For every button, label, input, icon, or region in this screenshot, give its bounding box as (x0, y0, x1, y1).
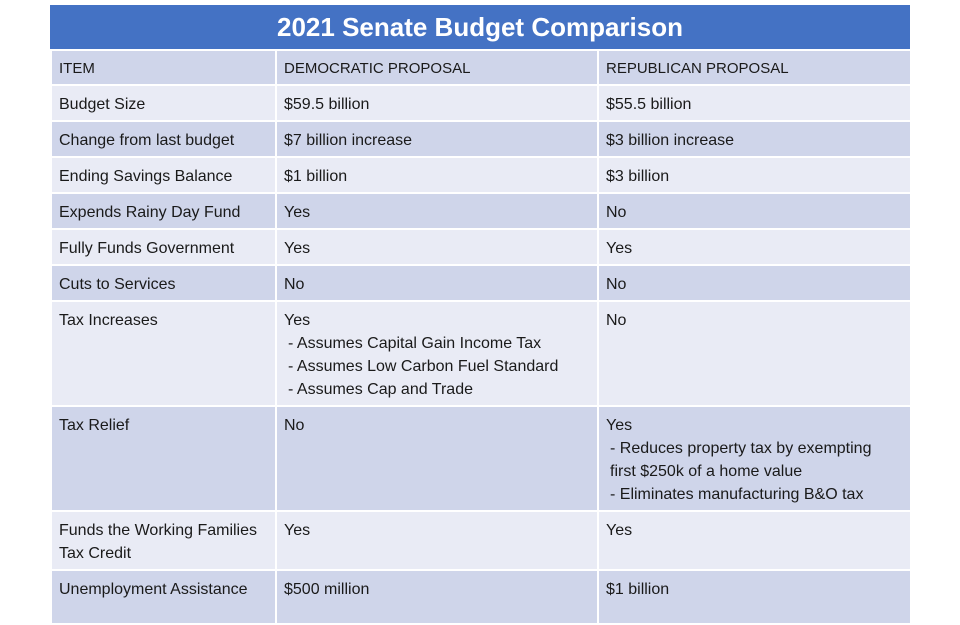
comparison-table-body: ITEM DEMOCRATIC PROPOSAL REPUBLICAN PROP… (50, 49, 912, 625)
table-row: Tax Relief No Yes - Reduces property tax by… (50, 405, 912, 512)
cell-value: Yes (284, 240, 311, 257)
row-item-label: Tax Increases (50, 300, 277, 407)
column-header-republican: REPUBLICAN PROPOSAL (597, 49, 912, 86)
cell-value: Yes (606, 240, 633, 257)
row-item-label: Unemployment Assistance (50, 569, 277, 625)
row-item-label: Fully Funds Government (50, 228, 277, 266)
cell-value: $7 billion increase (284, 132, 413, 149)
republican-proposal-cell: No (597, 300, 912, 407)
cell-value: Yes (284, 204, 311, 221)
budget-comparison-slide: 2021 Senate Budget Comparison ITEM DEMOC… (50, 5, 912, 625)
slide-title: 2021 Senate Budget Comparison (50, 5, 910, 49)
republican-proposal-cell: Yes - Reduces property tax by exempting fi… (597, 405, 912, 512)
cell-value: $500 million (284, 581, 370, 598)
row-item-label: Cuts to Services (50, 264, 277, 302)
republican-proposal-cell: $3 billion (597, 156, 912, 194)
republican-proposal-cell: $55.5 billion (597, 84, 912, 122)
comparison-table: ITEM DEMOCRATIC PROPOSAL REPUBLICAN PROP… (50, 49, 912, 625)
table-header-row: ITEM DEMOCRATIC PROPOSAL REPUBLICAN PROP… (50, 49, 912, 86)
cell-detail-line: - Assumes Cap and Trade (288, 381, 473, 398)
republican-proposal-cell: $3 billion increase (597, 120, 912, 158)
cell-value: Yes (284, 312, 311, 329)
democratic-proposal-cell: Yes (275, 192, 599, 230)
cell-detail-line: - Assumes Low Carbon Fuel Standard (288, 358, 559, 375)
column-header-item: ITEM (50, 49, 277, 86)
cell-value: No (606, 204, 627, 221)
table-row: Ending Savings Balance $1 billion $3 billi… (50, 156, 912, 194)
table-row: Cuts to Services No No (50, 264, 912, 302)
republican-proposal-cell: Yes (597, 228, 912, 266)
democratic-proposal-cell: $500 million (275, 569, 599, 625)
cell-detail-line: - Reduces property tax by exempting (610, 440, 872, 457)
cell-value: $59.5 billion (284, 96, 370, 113)
republican-proposal-cell: No (597, 192, 912, 230)
democratic-proposal-cell: No (275, 264, 599, 302)
row-item-label: Change from last budget (50, 120, 277, 158)
cell-value: No (606, 312, 627, 329)
democratic-proposal-cell: No (275, 405, 599, 512)
cell-detail-line: - Eliminates manufacturing B&O tax (610, 486, 864, 503)
cell-value: Yes (606, 417, 633, 434)
table-row: Expends Rainy Day Fund Yes No (50, 192, 912, 230)
cell-value: No (284, 417, 305, 434)
republican-proposal-cell: Yes (597, 510, 912, 571)
democratic-proposal-cell: Yes (275, 510, 599, 571)
table-row: Change from last budget $7 billion increa… (50, 120, 912, 158)
row-item-label: Budget Size (50, 84, 277, 122)
republican-proposal-cell: $1 billion (597, 569, 912, 625)
cell-value: $3 billion (606, 168, 670, 185)
democratic-proposal-cell: $1 billion (275, 156, 599, 194)
table-row: Budget Size $59.5 billion $55.5 billion (50, 84, 912, 122)
democratic-proposal-cell: $59.5 billion (275, 84, 599, 122)
table-row: Fully Funds Government Yes Yes (50, 228, 912, 266)
table-row: Unemployment Assistance $500 million $1 bi… (50, 569, 912, 625)
column-header-democratic: DEMOCRATIC PROPOSAL (275, 49, 599, 86)
cell-detail-line: - Assumes Capital Gain Income Tax (288, 335, 542, 352)
cell-value: $1 billion (284, 168, 348, 185)
cell-detail-line: first $250k of a home value (610, 463, 803, 480)
row-item-label: Ending Savings Balance (50, 156, 277, 194)
cell-value: $55.5 billion (606, 96, 692, 113)
row-item-label: Tax Relief (50, 405, 277, 512)
table-row: Tax Increases Yes - Assumes Capital Gain I… (50, 300, 912, 407)
row-item-label: Expends Rainy Day Fund (50, 192, 277, 230)
cell-value: Yes (284, 522, 311, 539)
republican-proposal-cell: No (597, 264, 912, 302)
table-row: Funds the Working Families Tax Credit Yes… (50, 510, 912, 571)
cell-value: No (284, 276, 305, 293)
democratic-proposal-cell: Yes (275, 228, 599, 266)
cell-value: No (606, 276, 627, 293)
cell-value: $1 billion (606, 581, 670, 598)
row-item-label: Funds the Working Families Tax Credit (50, 510, 277, 571)
democratic-proposal-cell: $7 billion increase (275, 120, 599, 158)
democratic-proposal-cell: Yes - Assumes Capital Gain Income Tax - As… (275, 300, 599, 407)
cell-value: $3 billion increase (606, 132, 735, 149)
cell-value: Yes (606, 522, 633, 539)
